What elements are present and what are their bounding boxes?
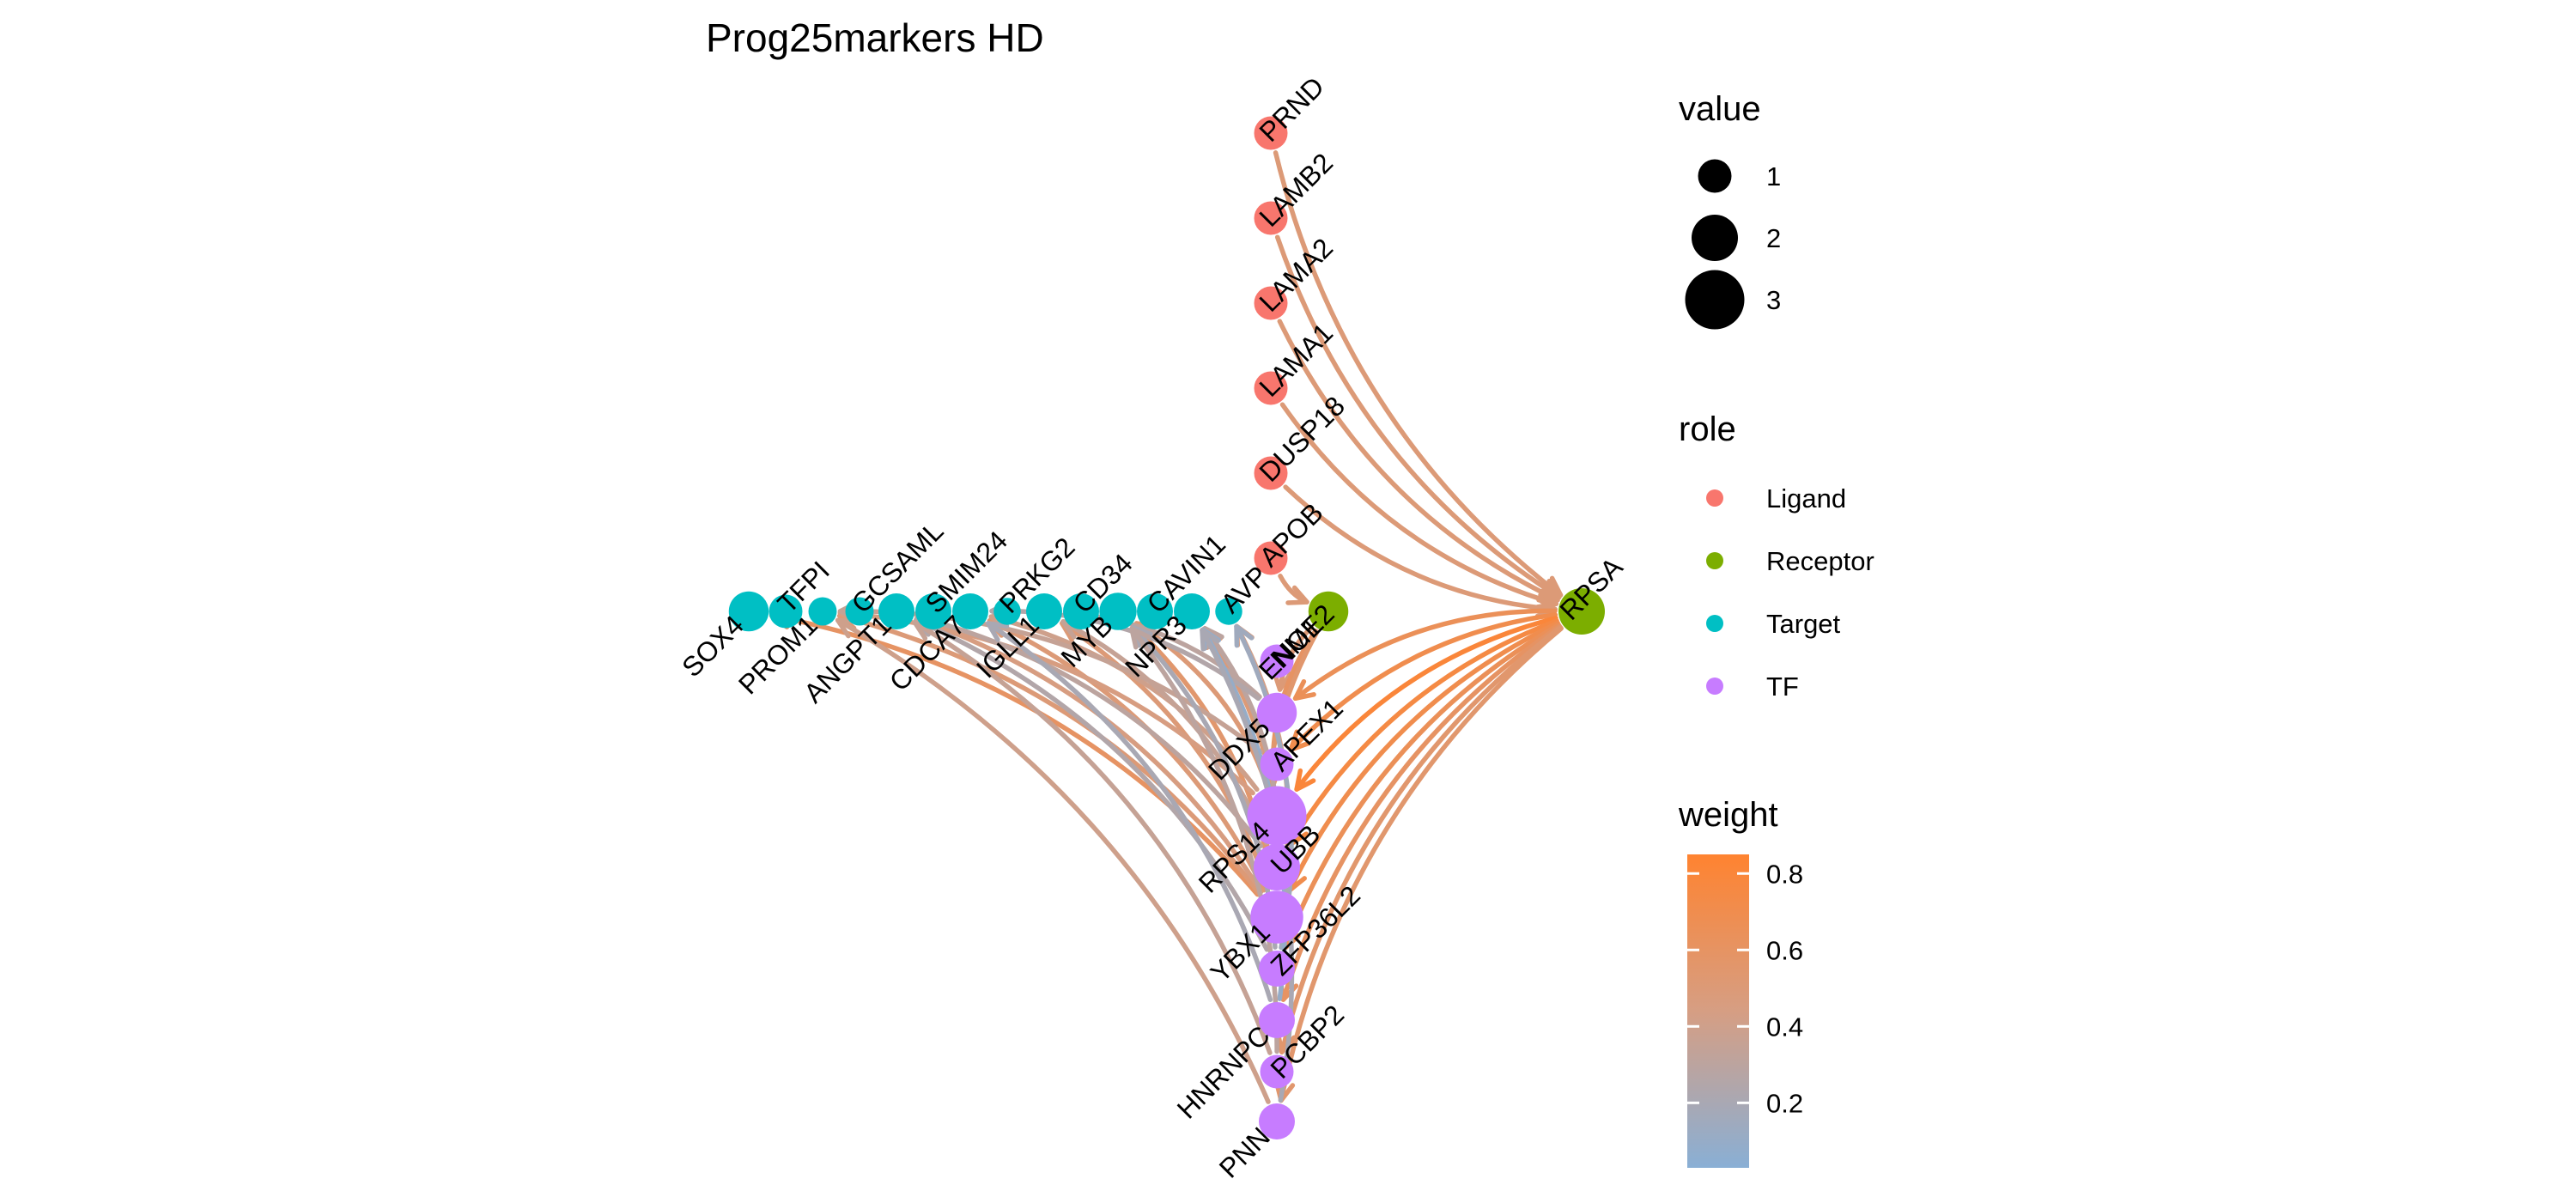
node-hnrnpc (1259, 1002, 1295, 1038)
legend-value-swatch-1 (1698, 159, 1732, 193)
legend-role-label-receptor: Receptor (1766, 546, 1874, 576)
node-label-prnd: PRND (1253, 70, 1330, 148)
node-lama1 (1254, 371, 1288, 405)
legend-value-swatch-2 (1692, 215, 1738, 261)
edge-arrowhead-RPSA-DDX5 (1292, 678, 1316, 702)
node-label-lama1: LAMA1 (1253, 317, 1339, 403)
legend-weight-label-0.6: 0.6 (1766, 935, 1803, 965)
edge-YBX1-PROM1 (837, 613, 1261, 896)
edge-LAMA1-RPSA (1279, 402, 1559, 606)
node-cd34 (1063, 593, 1099, 629)
edge-RPSA-YBX1 (1287, 620, 1560, 893)
legend-weight-label-0.2: 0.2 (1766, 1088, 1803, 1118)
legend-weight-colorbar (1687, 854, 1749, 1168)
edge-RPSA-RPS14 (1294, 616, 1558, 792)
edge-DUSP18-RPSA (1283, 484, 1558, 612)
edge-arrowhead-HNRNPC-CDCA7 (986, 621, 1010, 642)
edge-LAMA2-RPSA (1277, 319, 1560, 603)
node-rpsa (1558, 588, 1605, 635)
node-nme2 (1260, 644, 1294, 678)
edge-PRND-RPSA (1273, 150, 1564, 598)
node-lama2 (1254, 286, 1288, 320)
edge-HNRNPC-CDCA7 (986, 621, 1273, 1002)
legend-weight: weight 0.8 0.6 0.4 0.2 (1678, 796, 1803, 1168)
node-apex1 (1260, 747, 1294, 781)
node-apob (1254, 541, 1288, 575)
node-ubb (1254, 844, 1300, 890)
node-cavin1 (1137, 593, 1173, 629)
edge-RPSA-APEX1 (1288, 612, 1558, 752)
node-tfpi (769, 594, 803, 629)
node-prom1 (808, 597, 837, 626)
legend-role-label-ligand: Ligand (1766, 483, 1846, 514)
legend-value-label-2: 2 (1766, 223, 1781, 253)
edge-RPSA-DDX5 (1292, 608, 1558, 702)
node-eno1 (1308, 591, 1349, 632)
legend-role-swatch-ligand (1706, 489, 1723, 507)
legend-weight-title: weight (1678, 796, 1778, 834)
legend-role-swatch-receptor (1706, 552, 1723, 569)
legend-role-label-target: Target (1766, 609, 1841, 639)
edge-arrowhead-PNN-NPR3 (1200, 628, 1220, 652)
edge-RPSA-ZFP36L2 (1282, 622, 1561, 951)
legend-value-swatch-3 (1685, 270, 1745, 330)
plot-title: Prog25markers HD (706, 15, 1044, 60)
node-dusp18 (1254, 456, 1288, 490)
node-zfp36l2 (1259, 951, 1295, 987)
edge-ZFP36L2-ANGPT1 (914, 617, 1270, 952)
node-myb (1099, 592, 1137, 630)
edge-LAMB2-RPSA (1274, 234, 1562, 600)
edge-UBB-IGLL1 (1060, 619, 1269, 846)
legend-value-label-3: 3 (1766, 285, 1781, 315)
edge-YBX1-ANGPT1 (914, 616, 1264, 895)
edge-arrowhead-APOB-ENO1 (1285, 585, 1309, 605)
edge-RPSA-HNRNPC (1280, 623, 1563, 1002)
node-layer (728, 116, 1605, 1139)
edge-UBB-ANGPT1 (914, 614, 1264, 848)
edge-RPSA-UBB (1288, 618, 1559, 848)
node-npr3 (1174, 593, 1210, 629)
legend-value-label-1: 1 (1766, 161, 1781, 191)
node-pcbp2 (1260, 1054, 1294, 1089)
edge-PNN-PROM1 (835, 617, 1271, 1104)
node-cdca7 (952, 593, 988, 629)
legend-role: role Ligand Receptor Target TF (1679, 410, 1874, 702)
edge-arrowhead-RPSA-APEX1 (1288, 729, 1311, 752)
node-angpt1 (878, 593, 914, 629)
node-rps14 (1247, 786, 1307, 846)
legend-weight-label-0.4: 0.4 (1766, 1012, 1803, 1042)
node-gcsaml (845, 597, 874, 626)
legend-role-swatch-tf (1706, 678, 1723, 695)
legend-role-swatch-target (1706, 615, 1723, 632)
legend-value: value 1 2 3 (1679, 90, 1781, 330)
edge-layer (769, 150, 1564, 1104)
node-sox4 (728, 591, 769, 632)
edge-arrowhead-RPSA-RPS14 (1294, 768, 1316, 792)
node-avp (1215, 598, 1242, 625)
node-pnn (1259, 1103, 1295, 1139)
node-label-apob: APOB (1253, 497, 1328, 573)
edge-PCBP2-ANGPT1 (912, 620, 1273, 1055)
edge-arrowhead-ZFP36L2-AVP (1234, 623, 1255, 648)
node-prkg2 (993, 598, 1021, 625)
node-igll1 (1026, 593, 1062, 629)
node-smim24 (915, 593, 951, 629)
node-ddx5 (1256, 692, 1297, 733)
edge-RPS14-CDCA7 (988, 614, 1260, 793)
legend-weight-label-0.8: 0.8 (1766, 859, 1803, 889)
node-lamb2 (1254, 201, 1288, 235)
legend-role-title: role (1679, 410, 1736, 448)
node-ybx1 (1250, 890, 1303, 944)
edge-RPSA-PCBP2 (1279, 624, 1564, 1054)
edge-RPSA-PNN (1279, 626, 1564, 1103)
edge-PCBP2-MYB (1129, 626, 1279, 1054)
edge-arrowhead-PCBP2-MYB (1129, 626, 1151, 650)
legend-role-label-tf: TF (1766, 672, 1799, 702)
node-prnd (1254, 116, 1288, 150)
legend-value-title: value (1679, 90, 1761, 128)
